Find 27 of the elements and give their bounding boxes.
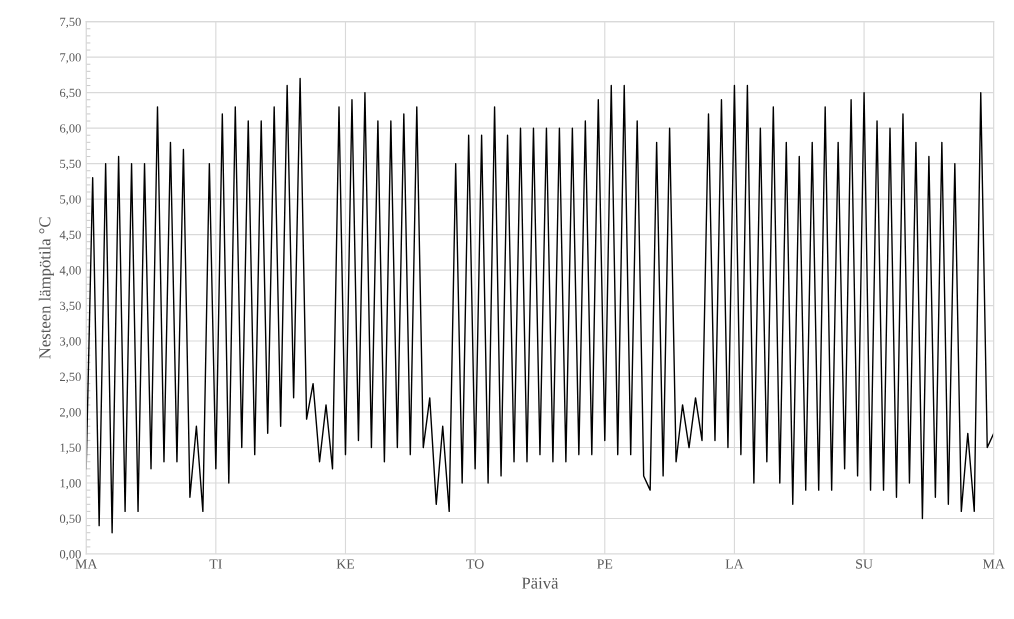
y-tick-label: 0,00 <box>59 550 81 561</box>
y-tick-label: 7,50 <box>60 17 81 28</box>
y-tick-label: 2,00 <box>60 408 81 419</box>
y-tick-label: 5,50 <box>60 159 81 170</box>
y-tick-label: 6,00 <box>59 124 81 135</box>
y-tick-label: 5,00 <box>60 195 81 206</box>
y-axis-title: Nesteen lämpötila °C <box>38 217 54 359</box>
x-tick-label: KE <box>336 559 355 569</box>
x-tick-label: MA <box>75 559 98 569</box>
y-tick-label: 6,50 <box>59 88 81 99</box>
x-tick-label: SU <box>856 559 873 569</box>
x-tick-label: MA <box>982 559 1005 569</box>
line-series <box>86 77 994 534</box>
y-tick-label: 3,50 <box>60 301 81 312</box>
x-tick-label: TI <box>209 559 222 569</box>
y-tick-label: 4,00 <box>59 266 81 277</box>
y-tick-label: 1,50 <box>60 443 81 454</box>
x-tick-label: LA <box>725 559 744 569</box>
y-tick-label: 1,00 <box>60 479 81 490</box>
x-tick-label: TO <box>466 559 484 569</box>
x-axis-title: Päivä <box>521 577 559 589</box>
y-tick-label: 0,50 <box>59 514 81 525</box>
y-tick-label: 7,00 <box>60 53 81 64</box>
x-tick-label: PE <box>597 559 613 569</box>
y-tick-label: 2,50 <box>60 372 81 383</box>
y-tick-label: 4,50 <box>59 230 81 241</box>
y-tick-label: 3,00 <box>60 337 81 348</box>
